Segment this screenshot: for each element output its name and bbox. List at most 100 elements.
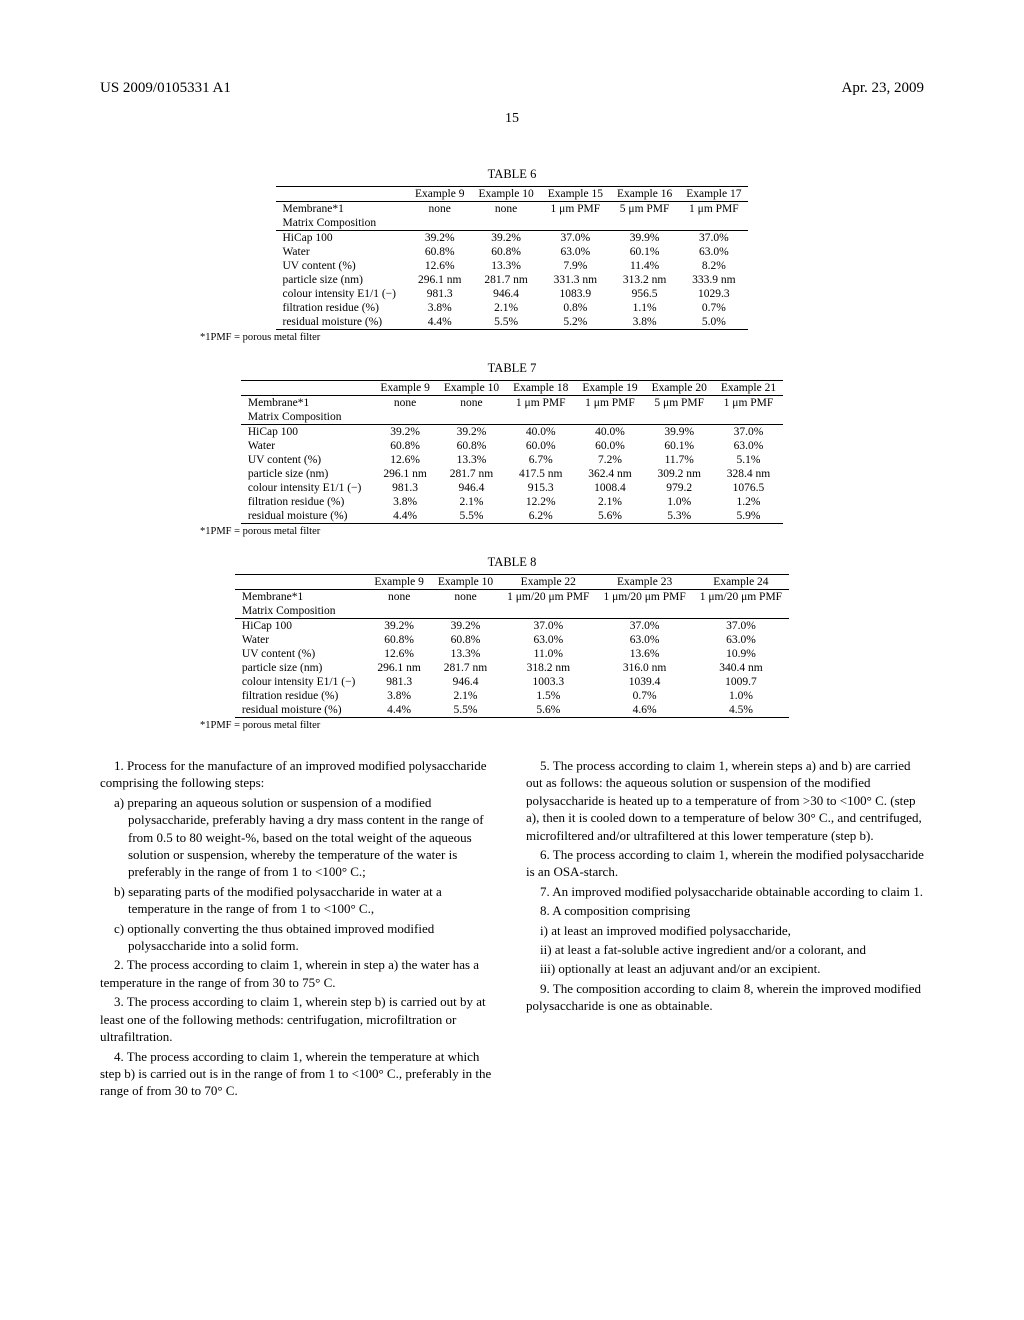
table-cell: 281.7 nm xyxy=(431,661,500,675)
table-cell: 281.7 nm xyxy=(471,273,540,287)
publication-date: Apr. 23, 2009 xyxy=(842,80,925,97)
table-cell: particle size (nm) xyxy=(235,661,367,675)
table-cell: 296.1 nm xyxy=(408,273,472,287)
table-cell: 60.8% xyxy=(471,245,540,259)
table-cell: 12.2% xyxy=(506,495,575,509)
table-header: Example 9 xyxy=(373,381,437,396)
table-cell: none xyxy=(437,396,506,411)
table-cell: none xyxy=(367,590,431,605)
claim-text: 2. The process according to claim 1, whe… xyxy=(100,956,498,991)
patent-number: US 2009/0105331 A1 xyxy=(100,80,231,97)
claims-columns: 1. Process for the manufacture of an imp… xyxy=(100,757,924,1102)
claim-text: 8. A composition comprising xyxy=(526,902,924,919)
table-cell xyxy=(693,604,789,619)
table-header: Example 16 xyxy=(610,187,679,202)
table-cell: Matrix Composition xyxy=(235,604,367,619)
table-cell: 3.8% xyxy=(367,689,431,703)
table-header: Example 15 xyxy=(541,187,610,202)
table-cell: filtration residue (%) xyxy=(276,301,408,315)
table-header: Example 18 xyxy=(506,381,575,396)
claim-text: 6. The process according to claim 1, whe… xyxy=(526,846,924,881)
table-cell: colour intensity E1/1 (−) xyxy=(276,287,408,301)
table-cell: 4.6% xyxy=(596,703,692,718)
table-cell: 11.7% xyxy=(645,453,714,467)
table-cell: HiCap 100 xyxy=(235,619,367,634)
table-cell: none xyxy=(408,202,472,217)
table-cell: 5.6% xyxy=(500,703,596,718)
table-cell: UV content (%) xyxy=(241,453,373,467)
claim-text: i) at least an improved modified polysac… xyxy=(554,922,924,939)
table-cell: Membrane*1 xyxy=(276,202,408,217)
table-cell: 4.4% xyxy=(408,315,472,330)
table-cell: 0.7% xyxy=(679,301,748,315)
claim-text: b) separating parts of the modified poly… xyxy=(128,883,498,918)
table-cell: 981.3 xyxy=(408,287,472,301)
table-cell: 37.0% xyxy=(714,425,783,440)
table-cell: 1 μm/20 μm PMF xyxy=(500,590,596,605)
table-header: Example 17 xyxy=(679,187,748,202)
table-cell: 331.3 nm xyxy=(541,273,610,287)
table-cell: 63.0% xyxy=(541,245,610,259)
table-cell: 296.1 nm xyxy=(373,467,437,481)
table-header: Example 22 xyxy=(500,575,596,590)
table-cell: 1 μm/20 μm PMF xyxy=(596,590,692,605)
table-cell: 11.4% xyxy=(610,259,679,273)
table-7-caption: TABLE 7 xyxy=(100,361,924,376)
table-cell: 1.0% xyxy=(645,495,714,509)
table-cell: 60.8% xyxy=(431,633,500,647)
table-6-wrapper: TABLE 6 Example 9Example 10Example 15Exa… xyxy=(100,167,924,343)
table-cell: 37.0% xyxy=(500,619,596,634)
claim-text: 9. The composition according to claim 8,… xyxy=(526,980,924,1015)
table-cell: HiCap 100 xyxy=(276,231,408,246)
table-cell: 37.0% xyxy=(693,619,789,634)
table-cell: 4.4% xyxy=(367,703,431,718)
table-cell: 39.2% xyxy=(471,231,540,246)
table-cell xyxy=(408,216,472,231)
table-cell: 1 μm PMF xyxy=(541,202,610,217)
table-cell: 956.5 xyxy=(610,287,679,301)
claim-text: 3. The process according to claim 1, whe… xyxy=(100,993,498,1045)
table-cell: 1.1% xyxy=(610,301,679,315)
table-cell: 946.4 xyxy=(431,675,500,689)
table-cell xyxy=(431,604,500,619)
table-cell: 2.1% xyxy=(471,301,540,315)
table-header: Example 19 xyxy=(575,381,644,396)
table-header: Example 20 xyxy=(645,381,714,396)
table-cell: 37.0% xyxy=(596,619,692,634)
table-cell: residual moisture (%) xyxy=(235,703,367,718)
table-cell: 37.0% xyxy=(541,231,610,246)
table-cell: 10.9% xyxy=(693,647,789,661)
page: US 2009/0105331 A1 Apr. 23, 2009 15 TABL… xyxy=(0,0,1024,1142)
table-cell: 12.6% xyxy=(367,647,431,661)
table-8: Example 9Example 10Example 22Example 23E… xyxy=(235,574,789,718)
table-7-footnote: *1PMF = porous metal filter xyxy=(200,526,924,537)
table-cell xyxy=(679,216,748,231)
table-cell: 63.0% xyxy=(679,245,748,259)
table-cell: 309.2 nm xyxy=(645,467,714,481)
table-cell: 5 μm PMF xyxy=(610,202,679,217)
table-cell: 3.8% xyxy=(408,301,472,315)
table-cell: 1 μm PMF xyxy=(679,202,748,217)
table-header: Example 10 xyxy=(471,187,540,202)
table-cell: 979.2 xyxy=(645,481,714,495)
table-header: Example 10 xyxy=(437,381,506,396)
table-cell: 40.0% xyxy=(575,425,644,440)
table-cell: colour intensity E1/1 (−) xyxy=(241,481,373,495)
table-cell: Water xyxy=(241,439,373,453)
table-header: Example 10 xyxy=(431,575,500,590)
table-cell: none xyxy=(373,396,437,411)
table-cell: 39.2% xyxy=(408,231,472,246)
table-cell: 7.2% xyxy=(575,453,644,467)
table-cell: 4.5% xyxy=(693,703,789,718)
table-cell: 1009.7 xyxy=(693,675,789,689)
table-8-caption: TABLE 8 xyxy=(100,555,924,570)
table-cell: Water xyxy=(276,245,408,259)
table-cell: 63.0% xyxy=(596,633,692,647)
table-cell: UV content (%) xyxy=(276,259,408,273)
table-cell: 2.1% xyxy=(437,495,506,509)
table-cell: 1083.9 xyxy=(541,287,610,301)
table-header: Example 9 xyxy=(408,187,472,202)
table-cell: 4.4% xyxy=(373,509,437,524)
table-cell: 13.6% xyxy=(596,647,692,661)
table-cell: Water xyxy=(235,633,367,647)
